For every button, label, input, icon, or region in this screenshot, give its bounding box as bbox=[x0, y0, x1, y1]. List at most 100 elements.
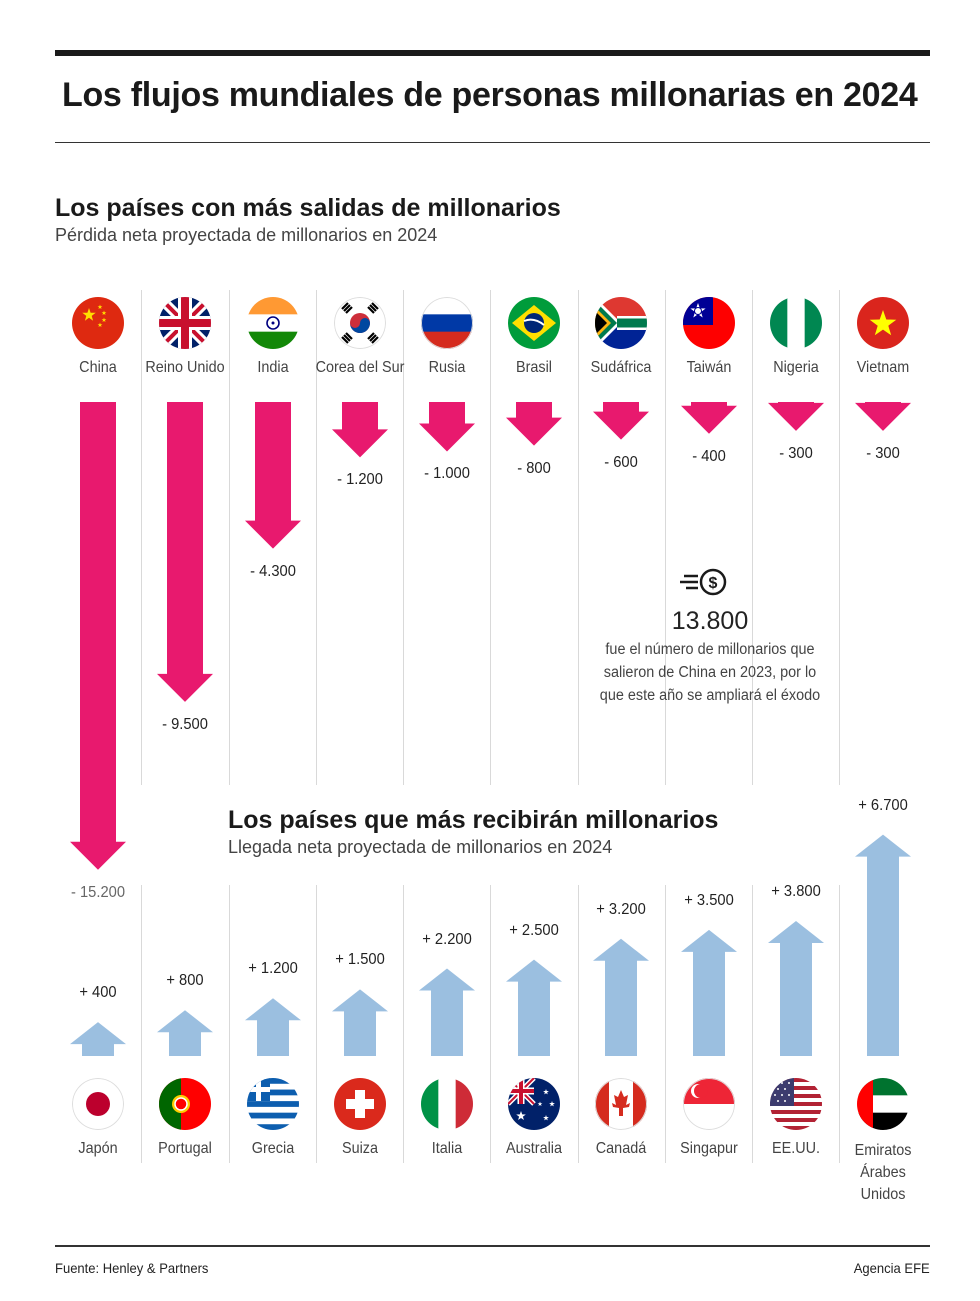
country-name: Portugal bbox=[158, 1140, 212, 1157]
country-name: Japón bbox=[78, 1140, 118, 1157]
inflow-arrow-canad- bbox=[593, 938, 649, 1056]
column-separator bbox=[578, 290, 579, 785]
outflow-value-label: - 400 bbox=[692, 447, 726, 465]
country-name: Emiratos Árabes Unidos bbox=[854, 1142, 912, 1203]
inflow-subtitle: Llegada neta proyectada de millonarios e… bbox=[228, 837, 613, 857]
uk-flag-icon bbox=[159, 297, 211, 349]
outflow-value-label: - 300 bbox=[866, 444, 900, 462]
country-name: Corea del Sur bbox=[315, 359, 405, 376]
info-line: salieron de China en 2023, por lo bbox=[603, 664, 817, 681]
country-name: Grecia bbox=[251, 1140, 295, 1157]
country-name: Italia bbox=[431, 1140, 463, 1157]
uae-flag-icon bbox=[857, 1078, 909, 1130]
country-name: Reino Unido bbox=[145, 359, 225, 376]
taiwan-flag-icon bbox=[683, 297, 735, 349]
info-line: fue el número de millonarios que bbox=[605, 641, 815, 658]
column-separator bbox=[839, 885, 840, 1163]
japan-flag-icon bbox=[72, 1078, 124, 1130]
outflow-subtitle: Pérdida neta proyectada de millonarios e… bbox=[55, 225, 438, 245]
india-flag-icon bbox=[247, 297, 299, 349]
source-text: Fuente: Henley & Partners bbox=[55, 1260, 209, 1276]
country-name: Taiwán bbox=[686, 359, 732, 376]
brazil-flag-icon bbox=[508, 297, 560, 349]
country-name: Brasil bbox=[515, 359, 552, 376]
top-bar bbox=[55, 50, 930, 56]
outflow-arrow-india bbox=[245, 402, 301, 549]
outflow-value-label: - 800 bbox=[517, 459, 551, 477]
outflow-arrow-brasil bbox=[506, 402, 562, 446]
inflow-arrow-singapur bbox=[681, 929, 737, 1056]
outflow-arrow-corea-del-sur bbox=[332, 402, 388, 458]
inflow-arrow-grecia bbox=[245, 998, 301, 1056]
usa-flag-icon bbox=[770, 1078, 822, 1130]
inflow-value-label: + 1.200 bbox=[248, 960, 298, 978]
inflow-arrow-emiratos-rabes-unidos bbox=[855, 834, 911, 1056]
money-flow-icon: $ bbox=[680, 568, 727, 596]
outflow-arrow-taiw-n bbox=[681, 402, 737, 434]
outflow-arrow-vietnam bbox=[855, 402, 911, 431]
country-name: EE.UU. bbox=[771, 1140, 821, 1157]
agency-text: Agencia EFE bbox=[854, 1260, 930, 1276]
country-name: India bbox=[257, 359, 289, 376]
greece-flag-icon bbox=[247, 1078, 299, 1130]
south-africa-flag-icon bbox=[595, 297, 647, 349]
outflow-value-label: - 4.300 bbox=[250, 562, 296, 580]
inflow-value-label: + 3.500 bbox=[684, 891, 734, 909]
outflow-arrow-rusia bbox=[419, 402, 475, 452]
country-name: Rusia bbox=[428, 359, 466, 376]
outflow-title: Los países con más salidas de millonario… bbox=[55, 194, 561, 222]
inflow-value-label: + 3.800 bbox=[771, 882, 821, 900]
footer-divider bbox=[55, 1245, 930, 1247]
svg-text:$: $ bbox=[709, 575, 718, 592]
column-separator bbox=[316, 290, 317, 785]
inflow-value-label: + 2.500 bbox=[509, 921, 559, 939]
column-separator bbox=[752, 290, 753, 785]
portugal-flag-icon bbox=[159, 1078, 211, 1130]
column-separator bbox=[229, 885, 230, 1163]
column-separator bbox=[403, 290, 404, 785]
singapore-flag-icon bbox=[683, 1078, 735, 1130]
column-separator bbox=[752, 885, 753, 1163]
info-number: 13.800 bbox=[671, 607, 749, 635]
column-separator bbox=[403, 885, 404, 1163]
column-separator bbox=[665, 290, 666, 785]
page-title: Los flujos mundiales de personas millona… bbox=[62, 76, 918, 114]
vietnam-flag-icon bbox=[857, 297, 909, 349]
south-korea-flag-icon bbox=[334, 297, 386, 349]
australia-flag-icon bbox=[508, 1078, 560, 1130]
outflow-arrow-sud-frica bbox=[593, 402, 649, 440]
outflow-value-label: - 15.200 bbox=[70, 883, 126, 901]
inflow-value-label: + 800 bbox=[166, 972, 204, 990]
column-separator bbox=[665, 885, 666, 1163]
outflow-value-label: - 1.000 bbox=[424, 465, 470, 483]
outflow-arrow-china bbox=[70, 402, 126, 870]
inflow-value-label: + 1.500 bbox=[335, 951, 385, 969]
column-separator bbox=[490, 290, 491, 785]
country-name: China bbox=[79, 359, 117, 376]
country-name: Vietnam bbox=[856, 359, 910, 376]
column-separator bbox=[490, 885, 491, 1163]
inflow-arrow-ee-uu- bbox=[768, 920, 824, 1056]
column-separator bbox=[141, 885, 142, 1163]
outflow-value-label: - 1.200 bbox=[337, 471, 383, 489]
inflow-arrow-italia bbox=[419, 968, 475, 1056]
nigeria-flag-icon bbox=[770, 297, 822, 349]
country-name: Canadá bbox=[595, 1140, 647, 1157]
inflow-value-label: + 6.700 bbox=[858, 796, 908, 814]
title-divider bbox=[55, 142, 930, 143]
italy-flag-icon bbox=[421, 1078, 473, 1130]
column-separator bbox=[578, 885, 579, 1163]
country-name: Australia bbox=[505, 1140, 563, 1157]
column-separator bbox=[229, 290, 230, 785]
inflow-value-label: + 3.200 bbox=[596, 900, 646, 918]
outflow-arrow-reino-unido bbox=[157, 402, 213, 702]
country-name: Sudáfrica bbox=[590, 359, 652, 376]
switzerland-flag-icon bbox=[334, 1078, 386, 1130]
outflow-value-label: - 9.500 bbox=[162, 715, 208, 733]
outflow-value-label: - 300 bbox=[779, 444, 813, 462]
info-text: fue el número de millonarios que saliero… bbox=[589, 638, 831, 707]
china-flag-icon bbox=[72, 297, 124, 349]
inflow-arrow-australia bbox=[506, 959, 562, 1056]
inflow-value-label: + 400 bbox=[79, 984, 117, 1002]
country-name: Suiza bbox=[341, 1140, 379, 1157]
